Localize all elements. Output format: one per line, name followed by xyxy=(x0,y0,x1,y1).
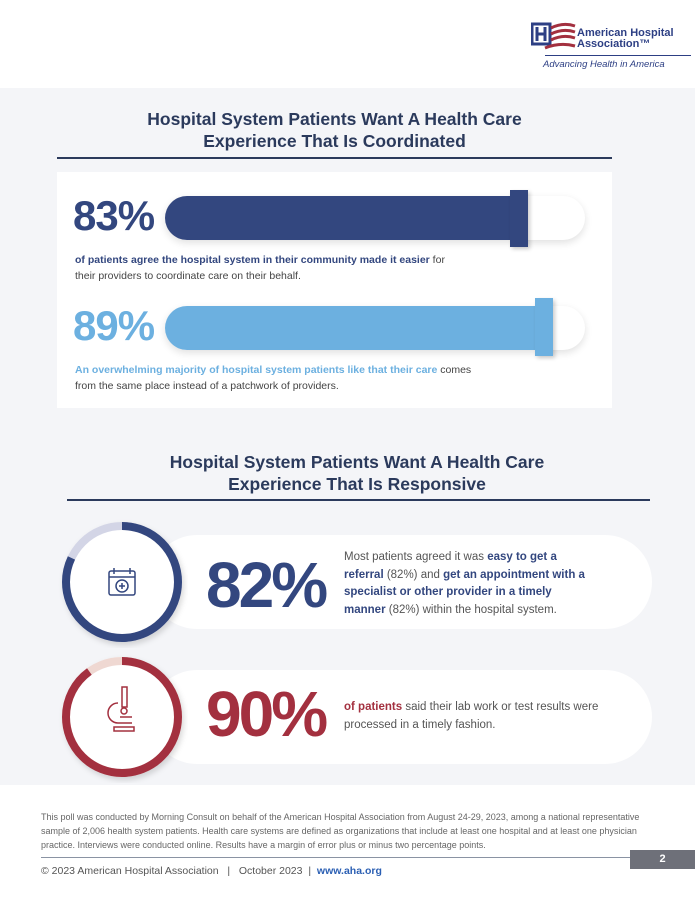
stat-82-panel xyxy=(150,535,652,629)
stat-89-description: An overwhelming majority of hospital sys… xyxy=(75,362,475,394)
stat-83-value: 83% xyxy=(73,192,155,239)
logo-name-line2: Association™ xyxy=(577,38,651,50)
progress-marker-89 xyxy=(534,298,553,356)
calendar-plus-icon xyxy=(108,568,136,596)
section1-title-line1: Hospital System Patients Want A Health C… xyxy=(147,109,522,129)
separator: | xyxy=(227,865,231,877)
stat-89-bold-text: An overwhelming majority of hospital sys… xyxy=(75,364,438,376)
ring-fill-82 xyxy=(62,522,182,642)
section1-title: Hospital System Patients Want A Health C… xyxy=(57,108,612,152)
methodology-note: This poll was conducted by Morning Consu… xyxy=(41,812,640,850)
section2-divider xyxy=(67,499,650,501)
stat-83-bold-text: of patients agree the hospital system in… xyxy=(75,254,430,266)
copyright: © 2023 American Hospital Association xyxy=(41,865,219,877)
stat-83-description: of patients agree the hospital system in… xyxy=(75,252,445,284)
stat-82-description: Most patients agreed it was easy to get … xyxy=(344,549,594,619)
stat-90-ring xyxy=(62,657,182,777)
stat-90-description: of patients said their lab work or test … xyxy=(344,699,604,734)
logo-name-line1: American Hospital xyxy=(577,27,674,39)
section1-divider xyxy=(57,157,612,159)
logo-name: American Hospital Association™ xyxy=(577,28,695,50)
stat-82-ring xyxy=(62,522,182,642)
t2: (82%) and xyxy=(383,568,444,581)
stat-90-value: 90% xyxy=(206,678,328,750)
section1-title-line2: Experience That Is Coordinated xyxy=(203,131,466,151)
t1: Most patients agreed it was xyxy=(344,551,488,563)
b1: of patients xyxy=(344,701,403,713)
progress-fill-89 xyxy=(165,306,539,350)
ring-fill-90 xyxy=(62,657,182,777)
footer-divider xyxy=(41,857,631,858)
progress-fill-83 xyxy=(165,196,514,240)
stat-89-value: 89% xyxy=(73,302,155,349)
separator: | xyxy=(308,865,312,877)
section2-title: Hospital System Patients Want A Health C… xyxy=(57,451,657,495)
t1: said their lab work or test results were… xyxy=(344,701,599,731)
b2: get an appointment with a specialist or … xyxy=(344,568,585,616)
section2-title-line1: Hospital System Patients Want A Health C… xyxy=(169,452,545,472)
progress-marker-83 xyxy=(509,190,528,247)
aha-logo: American Hospital Association™ Advancing … xyxy=(531,18,691,78)
footer-line: © 2023 American Hospital Association | O… xyxy=(41,865,382,877)
b1: easy to get a referral xyxy=(344,551,557,581)
stat-90-panel xyxy=(150,670,652,764)
stat-82-value: 82% xyxy=(206,549,328,621)
aha-logo-mark-icon xyxy=(531,22,576,50)
t3: (82%) within the hospital system. xyxy=(385,603,557,616)
page-number: 2 xyxy=(630,850,695,869)
microscope-icon xyxy=(107,686,135,732)
stat-83-text: for their providers to coordinate care o… xyxy=(75,254,445,282)
website-link[interactable]: www.aha.org xyxy=(316,865,382,877)
section2-title-line2: Experience That Is Responsive xyxy=(228,474,486,494)
stat-89-text: comes from the same place instead of a p… xyxy=(75,364,472,392)
ring-bg xyxy=(62,522,182,642)
publication-date: October 2023 xyxy=(238,865,303,877)
logo-tagline: Advancing Health in America xyxy=(543,59,665,70)
logo-divider xyxy=(545,55,691,56)
